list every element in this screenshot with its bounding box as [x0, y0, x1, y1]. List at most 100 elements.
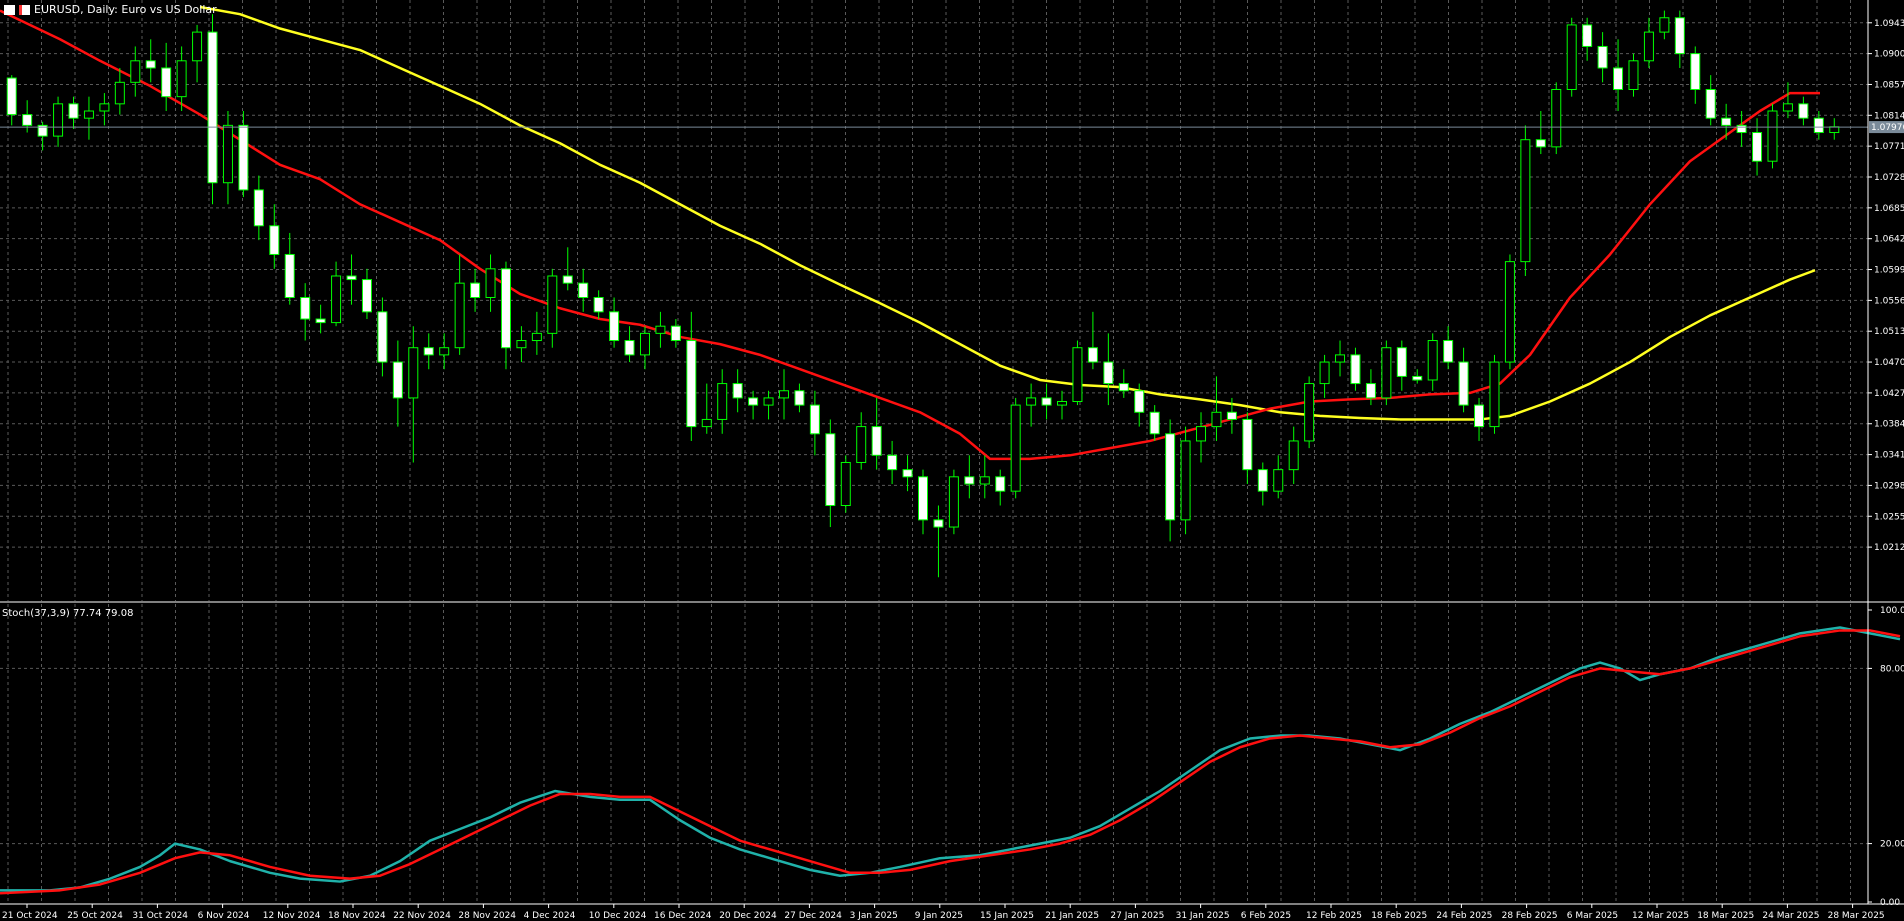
price-tick-label: 1.09430: [1874, 19, 1904, 29]
candle-bull: [1319, 361, 1330, 385]
candle-bull: [531, 332, 542, 342]
price-tick-label: 1.08140: [1874, 111, 1904, 121]
candle-bear: [1396, 347, 1407, 377]
candle-bull: [1335, 354, 1346, 363]
candle-bear: [1134, 390, 1145, 413]
candle-bear: [1087, 347, 1098, 363]
stochastic-main-line: [0, 626, 1901, 892]
candle-bear: [500, 268, 511, 349]
candle-bear: [346, 275, 357, 281]
candle-bear: [748, 397, 759, 406]
candle-bull: [516, 340, 527, 349]
candle-bear: [361, 279, 372, 313]
candle-bull: [1489, 361, 1500, 428]
date-tick-label: 27 Dec 2024: [784, 911, 842, 921]
candle-bear: [300, 297, 311, 320]
candle-bear: [1443, 340, 1454, 363]
date-tick-label: 9 Jan 2025: [915, 911, 963, 921]
stoch-main-polyline: [0, 626, 1901, 892]
current-price-label: 1.07976: [1871, 123, 1904, 133]
stoch-tick-label: 100.00: [1880, 606, 1904, 616]
chart-type-icon[interactable]: [19, 4, 30, 15]
date-tick-label: 15 Jan 2025: [980, 911, 1034, 921]
candle-bear: [918, 476, 928, 521]
candle-bear: [794, 390, 805, 406]
date-tick-label: 24 Feb 2025: [1436, 911, 1492, 921]
stoch-signal-polyline: [0, 629, 1901, 895]
candle-bear: [1149, 411, 1160, 435]
candle-bull: [547, 275, 558, 334]
ma-fast-line: [0, 9, 1820, 461]
candle-bear: [1597, 45, 1608, 69]
candle-bull: [1566, 24, 1577, 90]
price-tick-label: 1.05990: [1874, 266, 1904, 276]
candle-bear: [315, 318, 326, 324]
candle-bull: [856, 426, 867, 463]
candle-bull: [1829, 126, 1840, 134]
candle-bear: [562, 275, 573, 284]
candle-bull: [1196, 426, 1207, 442]
price-tick-label: 1.05130: [1874, 327, 1904, 337]
candle-bull: [1659, 17, 1670, 33]
date-tick-label: 20 Dec 2024: [719, 911, 777, 921]
candle-bear: [1535, 139, 1546, 148]
candle-bull: [53, 103, 64, 137]
candle-bear: [253, 189, 264, 227]
moving-average-fast: [0, 9, 1820, 461]
date-tick-label: 4 Dec 2024: [524, 911, 576, 921]
candle-bull: [1057, 401, 1068, 406]
candle-bull: [778, 390, 789, 399]
candle-bear: [238, 124, 249, 191]
candle-bear: [1118, 383, 1129, 392]
candle-bear: [1103, 361, 1114, 385]
candle-bear: [1613, 67, 1624, 90]
date-tick-label: 12 Feb 2025: [1306, 911, 1362, 921]
price-tick-label: 1.08570: [1874, 80, 1904, 90]
candle-bull: [948, 476, 959, 528]
date-tick-label: 16 Dec 2024: [654, 911, 712, 921]
candle-bear: [1350, 354, 1361, 385]
date-tick-label: 28 Feb 2025: [1502, 911, 1558, 921]
candle-bear: [1412, 375, 1423, 381]
price-tick-label: 1.03410: [1874, 451, 1904, 461]
indicator-label: Stoch(37,3,9) 77.74 79.08: [2, 608, 134, 619]
date-tick-label: 3 Jan 2025: [850, 911, 898, 921]
candle-bull: [979, 476, 990, 485]
candle-bear: [1798, 103, 1809, 119]
candle-bull: [454, 282, 465, 349]
candle-bull: [1551, 88, 1562, 148]
candle-bear: [825, 433, 836, 507]
candle-bull: [331, 275, 342, 324]
candle-bull: [176, 60, 187, 98]
price-tick-label: 1.06420: [1874, 235, 1904, 245]
candle-bear: [624, 340, 635, 356]
stochastic-panel[interactable]: [0, 626, 1901, 895]
candle-bear: [284, 253, 295, 299]
price-panel[interactable]: [0, 5, 1868, 578]
candle-bear: [1242, 418, 1253, 471]
date-tick-label: 10 Dec 2024: [589, 911, 647, 921]
candle-bear: [470, 282, 481, 299]
candle-bull: [840, 461, 851, 507]
stochastic-signal-line: [0, 629, 1901, 895]
candle-bear: [1365, 383, 1376, 399]
candle-bull: [1643, 31, 1654, 62]
candle-bull: [99, 103, 110, 112]
candle-bear: [161, 67, 172, 98]
candle-bull: [1288, 440, 1299, 471]
moving-average-slow: [199, 5, 1816, 421]
candle-bear: [1226, 411, 1237, 420]
candle-bull: [192, 31, 203, 62]
candle-bear: [995, 476, 1006, 492]
chart-menu-icon[interactable]: [4, 4, 15, 15]
candle-bear: [593, 297, 604, 313]
candle-bull: [114, 81, 125, 105]
candle-bull: [1628, 60, 1639, 90]
chart-header: EURUSD, Daily: Euro vs US Dollar: [4, 3, 217, 16]
candle-bear: [1041, 397, 1052, 406]
candle-bear: [68, 103, 79, 119]
date-tick-label: 12 Nov 2024: [263, 911, 321, 921]
candle-bear: [1674, 17, 1685, 55]
candle-bear: [377, 311, 388, 363]
